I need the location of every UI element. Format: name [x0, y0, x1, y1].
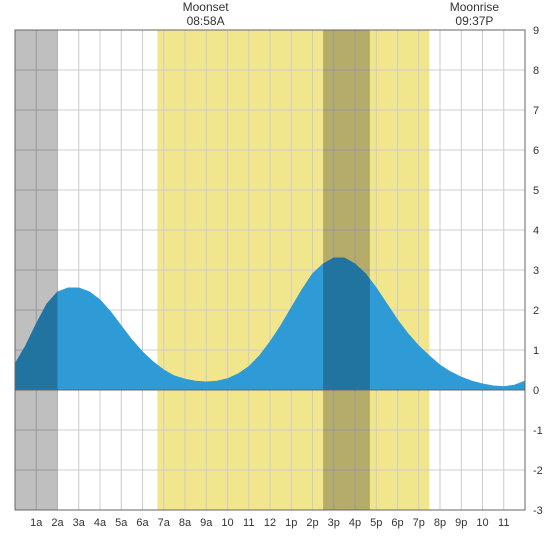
night-overlay-1 — [323, 30, 370, 510]
y-tick-label: -1 — [533, 425, 543, 437]
x-tick-label: 4a — [94, 517, 107, 529]
moonrise-time: 09:37P — [444, 14, 504, 28]
x-tick-label: 11 — [243, 517, 254, 529]
x-tick-label: 9p — [455, 517, 467, 529]
y-tick-label: 8 — [533, 65, 539, 77]
x-tick-label: 2p — [306, 517, 318, 529]
x-tick-label: 1p — [285, 517, 297, 529]
y-tick-label: 7 — [533, 105, 539, 117]
y-tick-label: 3 — [533, 265, 539, 277]
x-tick-label: 3a — [73, 517, 86, 529]
x-tick-label: 4p — [349, 517, 361, 529]
x-tick-label: 5a — [115, 517, 128, 529]
x-tick-label: 11 — [498, 517, 509, 529]
x-tick-label: 7p — [413, 517, 425, 529]
moonset-time: 08:58A — [176, 14, 236, 28]
moonset-title: Moonset — [176, 0, 236, 14]
x-tick-label: 8p — [434, 517, 446, 529]
x-tick-label: 5p — [370, 517, 382, 529]
y-tick-label: 6 — [533, 145, 539, 157]
x-tick-label: 9a — [200, 517, 213, 529]
x-tick-label: 3p — [328, 517, 340, 529]
chart-svg: 1a2a3a4a5a6a7a8a9a1011121p2p3p4p5p6p7p8p… — [0, 0, 550, 550]
moonset-header: Moonset 08:58A — [176, 0, 236, 29]
x-tick-label: 2a — [51, 517, 64, 529]
y-tick-label: 5 — [533, 185, 539, 197]
y-tick-label: 9 — [533, 25, 539, 37]
y-tick-label: 2 — [533, 305, 539, 317]
x-tick-label: 7a — [158, 517, 171, 529]
tide-chart: 1a2a3a4a5a6a7a8a9a1011121p2p3p4p5p6p7p8p… — [0, 0, 550, 550]
x-tick-label: 10 — [476, 517, 488, 529]
y-tick-label: 4 — [533, 225, 539, 237]
y-tick-label: 0 — [533, 385, 539, 397]
night-overlay-0 — [15, 30, 58, 510]
x-tick-label: 6p — [391, 517, 403, 529]
y-tick-label: 1 — [533, 345, 539, 357]
x-tick-label: 8a — [179, 517, 192, 529]
x-tick-label: 10 — [221, 517, 233, 529]
moonrise-title: Moonrise — [444, 0, 504, 14]
moonrise-header: Moonrise 09:37P — [444, 0, 504, 29]
y-tick-label: -2 — [533, 465, 543, 477]
y-tick-label: -3 — [533, 505, 543, 517]
x-tick-label: 6a — [136, 517, 149, 529]
x-tick-label: 1a — [30, 517, 43, 529]
x-tick-label: 12 — [264, 517, 276, 529]
